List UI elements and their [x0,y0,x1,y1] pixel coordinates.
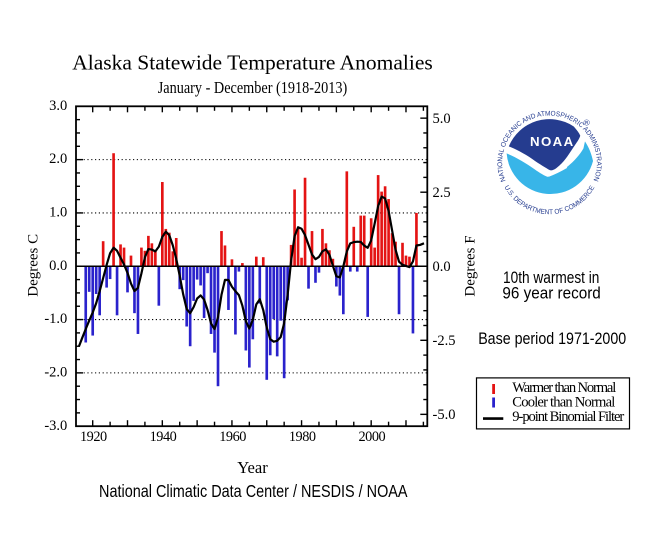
svg-text:Warmer than Normal: Warmer than Normal [512,380,616,396]
svg-text:1980: 1980 [289,429,316,445]
svg-text:®: ® [584,117,591,127]
svg-text:Base period 1971-2000: Base period 1971-2000 [478,330,626,348]
svg-text:January - December (1918-2013): January - December (1918-2013) [158,78,348,97]
svg-text:9-point Binomial Filter: 9-point Binomial Filter [512,409,624,425]
svg-text:1960: 1960 [219,429,246,445]
svg-text:Cooler than Normal: Cooler than Normal [512,395,615,411]
svg-text:-3.0: -3.0 [44,418,67,434]
svg-text:0.0: 0.0 [433,259,451,275]
svg-text:1940: 1940 [150,429,177,445]
svg-text:-2.0: -2.0 [44,364,67,380]
svg-text:96 year record: 96 year record [502,285,600,303]
svg-text:Degrees F: Degrees F [463,235,479,296]
svg-text:1.0: 1.0 [49,205,67,221]
svg-text:0.0: 0.0 [49,258,67,274]
svg-text:3.0: 3.0 [49,98,67,114]
svg-text:-2.5: -2.5 [433,333,456,349]
svg-text:1920: 1920 [80,429,107,445]
svg-text:National Climatic Data Center: National Climatic Data Center / NESDIS /… [99,481,408,501]
svg-text:5.0: 5.0 [433,111,451,127]
svg-text:NOAA: NOAA [530,134,575,149]
svg-text:Year: Year [237,458,268,477]
svg-text:Alaska Statewide Temperature A: Alaska Statewide Temperature Anomalies [72,50,433,74]
svg-text:-1.0: -1.0 [44,311,67,327]
svg-text:-5.0: -5.0 [433,407,456,423]
svg-text:2.5: 2.5 [433,185,451,201]
svg-text:2000: 2000 [358,429,385,445]
svg-text:Degrees C: Degrees C [26,234,42,297]
svg-text:10th warmest in: 10th warmest in [503,269,599,287]
svg-text:2.0: 2.0 [49,151,67,167]
